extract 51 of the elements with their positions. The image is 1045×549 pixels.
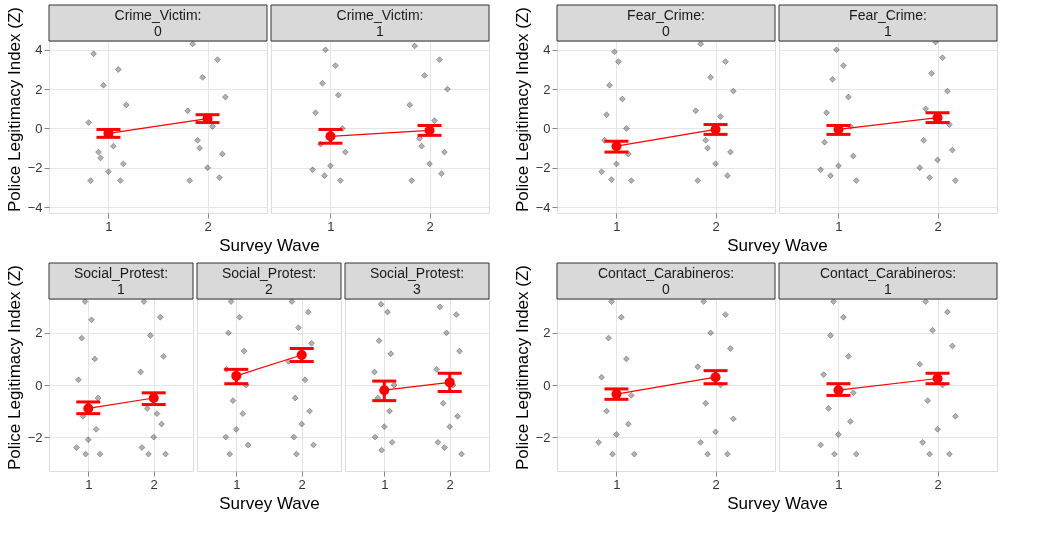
x-tick-label: 2 [712, 218, 720, 234]
y-tick-label: 4 [543, 42, 551, 58]
chart-title: Social_Protest: 2 [221, 265, 317, 297]
y-tick-label: 2 [35, 325, 43, 341]
y-tick-label: 4 [35, 42, 43, 58]
x-tick-label: 1 [835, 476, 843, 492]
y-tick-label: 2 [543, 81, 551, 97]
y-tick-label: −2 [535, 160, 551, 176]
y-axis-title: Police Legitimacy Index (Z) [4, 6, 24, 213]
y-tick-label: 0 [35, 377, 43, 393]
x-tick-label: 2 [712, 476, 720, 492]
y-tick-label: 2 [543, 325, 551, 341]
y-tick-label: −4 [535, 199, 551, 215]
x-tick-label: 1 [85, 476, 93, 492]
x-tick-label: 1 [835, 218, 843, 234]
x-tick-label: 2 [934, 476, 942, 492]
y-tick-label: 0 [35, 120, 43, 136]
chart-title: Contact_Carabineros: 1 [819, 265, 957, 297]
chart-title: Crime_Victim: 1 [336, 7, 424, 39]
x-axis-title: Survey Wave [219, 235, 320, 255]
chart-title: Social_Protest: 1 [73, 265, 169, 297]
x-tick-label: 2 [150, 476, 158, 492]
chart-title: Social_Protest: 3 [369, 265, 465, 297]
x-tick-label: 2 [298, 476, 306, 492]
y-tick-label: 2 [35, 81, 43, 97]
x-tick-label: 1 [381, 476, 389, 492]
y-axis-title: Police Legitimacy Index (Z) [512, 264, 532, 471]
y-axis-title: Police Legitimacy Index (Z) [512, 6, 532, 213]
y-tick-label: −2 [27, 160, 43, 176]
x-tick-label: 2 [934, 218, 942, 234]
chart-title: Fear_Crime: 0 [627, 7, 705, 39]
x-tick-label: 1 [327, 218, 335, 234]
chart-title: Fear_Crime: 1 [849, 7, 927, 39]
y-tick-label: 0 [543, 377, 551, 393]
y-tick-label: 0 [543, 120, 551, 136]
y-tick-label: −2 [535, 429, 551, 445]
chart-title: Contact_Carabineros: 0 [597, 265, 735, 297]
chart-title: Crime_Victim: 0 [114, 7, 202, 39]
x-tick-label: 2 [204, 218, 212, 234]
x-tick-label: 1 [613, 218, 621, 234]
x-tick-label: 1 [233, 476, 241, 492]
x-tick-label: 2 [426, 218, 434, 234]
x-axis-title: Survey Wave [727, 235, 828, 255]
x-axis-title: Survey Wave [727, 493, 828, 513]
y-tick-label: −2 [27, 429, 43, 445]
text: Survey Wave [219, 493, 320, 513]
x-tick-label: 1 [613, 476, 621, 492]
x-tick-label: 1 [105, 218, 113, 234]
x-tick-label: 2 [446, 476, 454, 492]
y-tick-label: −4 [27, 199, 43, 215]
y-axis-title: Police Legitimacy Index (Z) [4, 264, 24, 471]
